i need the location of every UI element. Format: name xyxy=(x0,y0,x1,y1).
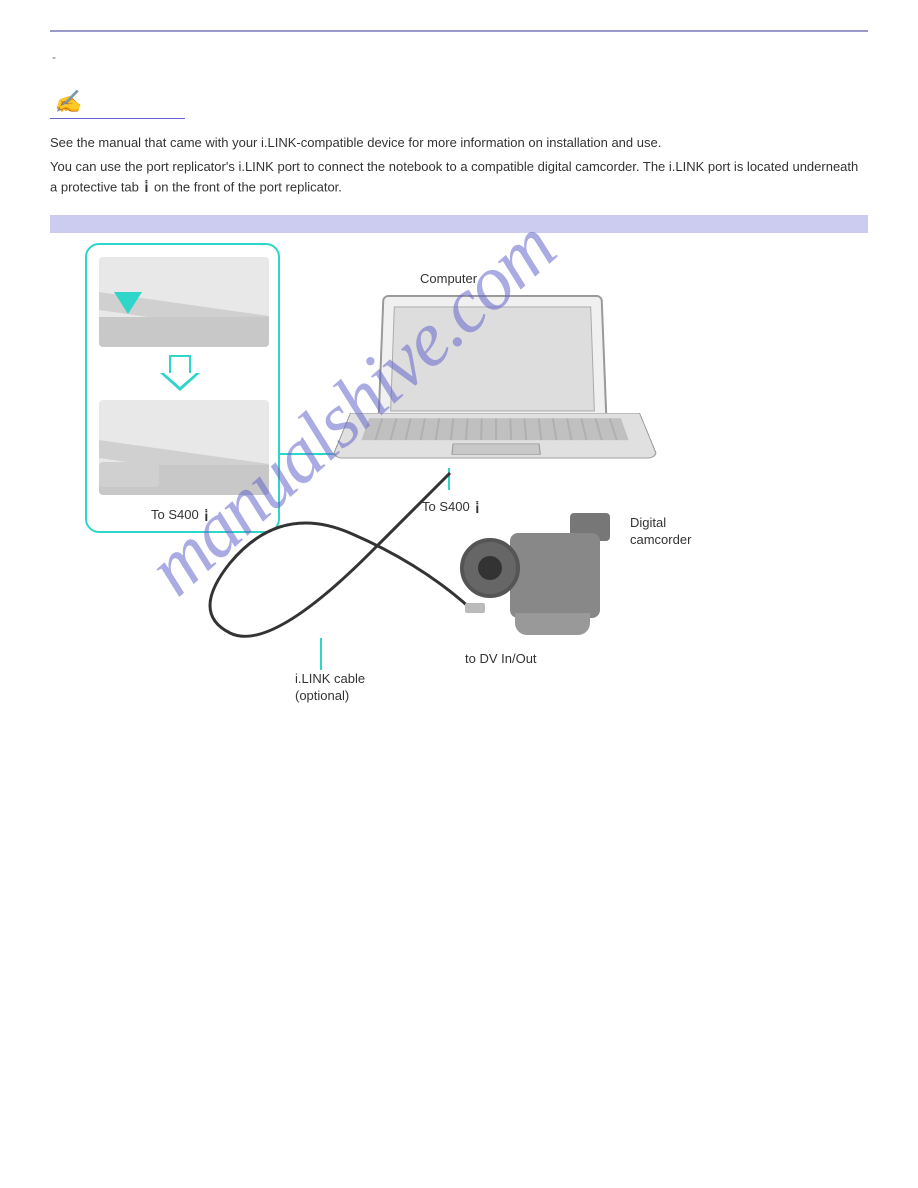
dv-port-label: to DV In/Out xyxy=(465,651,537,666)
sequence-down-arrow-icon xyxy=(169,355,200,391)
laptop-screen xyxy=(377,295,607,424)
pencil-icon: ✍ xyxy=(54,89,81,115)
slot-edge xyxy=(99,317,269,347)
camcorder-lens-inner xyxy=(478,556,502,580)
camcorder-lens xyxy=(460,538,520,598)
cable-plug-shape xyxy=(99,462,159,487)
note-underline xyxy=(50,118,185,119)
connection-diagram: To S400 i̇ Computer To S400 i̇ Digital c… xyxy=(50,243,870,823)
inset-open-slot xyxy=(99,400,269,495)
ilink-symbol-inset-icon: i̇ xyxy=(202,508,210,524)
cable-callout-line xyxy=(320,638,322,670)
computer-label: Computer xyxy=(420,271,477,286)
laptop-trackpad xyxy=(451,444,541,455)
inset-closed-slot xyxy=(99,257,269,347)
camcorder-strap xyxy=(515,613,590,635)
laptop-keyboard xyxy=(361,418,628,440)
laptop-screen-inner xyxy=(390,306,595,411)
insert-direction-arrow-icon xyxy=(114,292,142,314)
callout-line-vertical xyxy=(448,468,450,490)
camcorder-body xyxy=(510,533,600,618)
note-body-line-1: See the manual that came with your i.LIN… xyxy=(50,133,868,153)
top-horizontal-rule xyxy=(50,30,868,32)
cable-label: i.LINK cable (optional) xyxy=(295,671,365,705)
figure-caption-bar xyxy=(50,215,868,233)
note-section: ✍ See the manual that came with your i.L… xyxy=(50,89,868,199)
note-body-line-2: You can use the port replicator's i.LINK… xyxy=(50,157,868,199)
laptop-illustration xyxy=(350,293,640,488)
page-container: - ✍ See the manual that came with your i… xyxy=(0,0,918,853)
laptop-base xyxy=(331,413,659,458)
inset-s400-label: To S400 i̇ xyxy=(151,507,210,524)
header-text: - xyxy=(50,50,868,64)
inset-detail-box: To S400 i̇ xyxy=(85,243,280,533)
camcorder-illustration xyxy=(460,508,610,638)
camcorder-label: Digital camcorder xyxy=(630,515,691,549)
note-text-2b: on the front of the port replicator. xyxy=(150,180,342,195)
